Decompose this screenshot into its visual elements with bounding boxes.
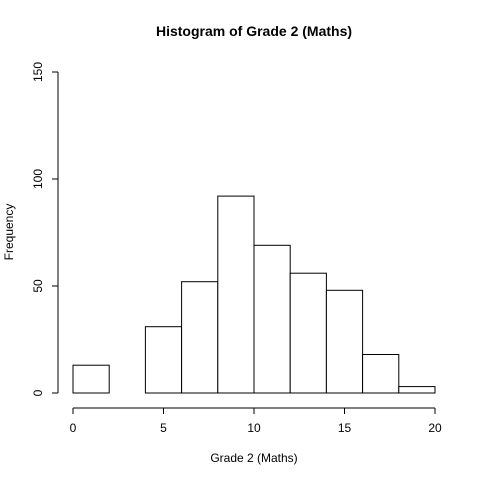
- y-tick-label: 50: [31, 279, 45, 293]
- x-tick-label: 15: [338, 421, 352, 435]
- y-axis: 0 50 100 150: [31, 62, 59, 396]
- y-tick-label: 150: [31, 62, 45, 82]
- x-axis: 0 5 10 15 20: [70, 407, 442, 435]
- histogram-bar: [72, 364, 110, 394]
- histogram-bar: [217, 195, 255, 394]
- x-tick-label: 20: [428, 421, 442, 435]
- histogram-bar: [253, 244, 291, 394]
- chart-title: Histogram of Grade 2 (Maths): [156, 23, 352, 39]
- histogram-bar: [325, 289, 364, 394]
- x-tick-label: 0: [70, 421, 77, 435]
- histogram-bar: [181, 281, 219, 394]
- bars-group: [72, 195, 436, 394]
- histogram-bar: [398, 386, 436, 394]
- y-tick-label: 0: [31, 389, 45, 396]
- y-axis-label: Frequency: [2, 204, 16, 261]
- histogram-bar: [289, 272, 327, 394]
- x-tick-label: 5: [160, 421, 167, 435]
- y-tick-label: 100: [31, 169, 45, 189]
- histogram-bar: [362, 354, 400, 394]
- histogram-bar: [144, 326, 183, 394]
- x-axis-label: Grade 2 (Maths): [210, 451, 297, 465]
- x-tick-label: 10: [247, 421, 261, 435]
